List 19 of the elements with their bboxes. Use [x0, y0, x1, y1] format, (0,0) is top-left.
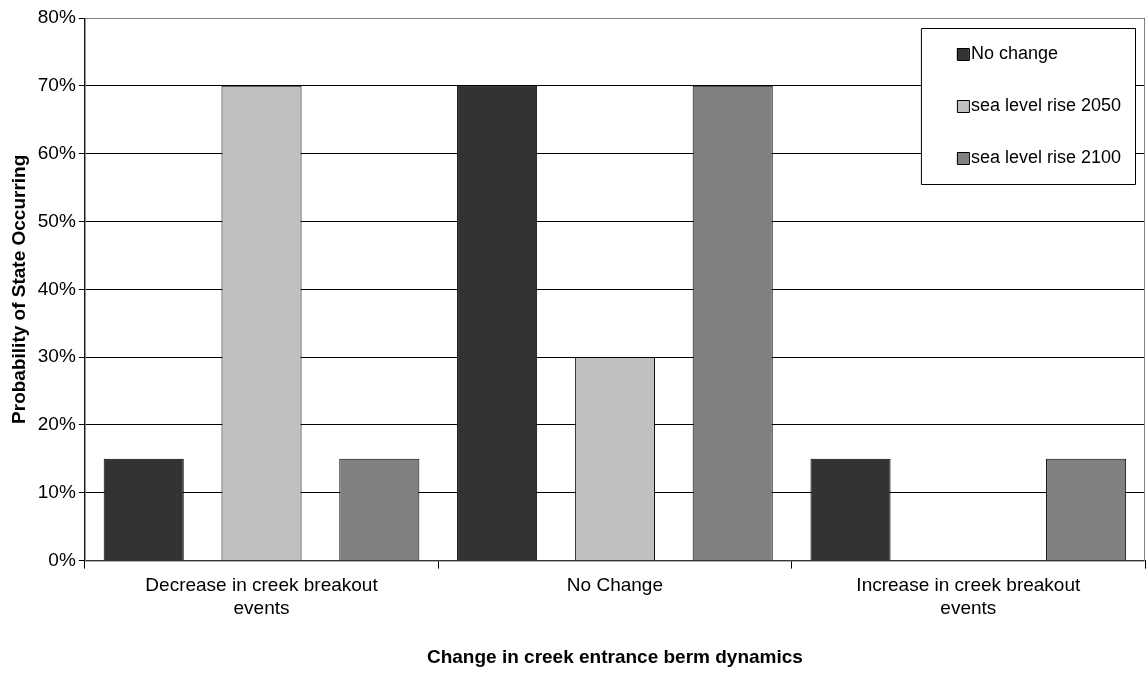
category-label: events — [233, 597, 290, 619]
category-label: Increase in creek breakout — [856, 574, 1081, 596]
x-axis-title: Change in creek entrance berm dynamics — [426, 645, 803, 667]
y-tick-label: 80% — [37, 6, 76, 28]
legend-label: sea level rise 2100 — [970, 146, 1121, 167]
y-tick-label: 30% — [37, 345, 76, 367]
y-tick-label: 20% — [37, 413, 76, 435]
y-tick-label: 50% — [37, 209, 76, 231]
category-label: events — [940, 597, 997, 619]
y-tick-label: 10% — [37, 481, 76, 503]
y-axis-title: Probability of State Occurring — [7, 154, 29, 424]
legend-label: sea level rise 2050 — [970, 94, 1121, 115]
y-tick-label: 0% — [48, 548, 76, 570]
x-tick-label: No Change — [566, 574, 663, 596]
legend-label: No change — [970, 42, 1058, 63]
y-tick-label: 60% — [37, 141, 76, 163]
y-tick-label: 40% — [37, 277, 76, 299]
category-label: Decrease in creek breakout — [145, 574, 378, 596]
y-tick-label: 70% — [37, 74, 76, 96]
